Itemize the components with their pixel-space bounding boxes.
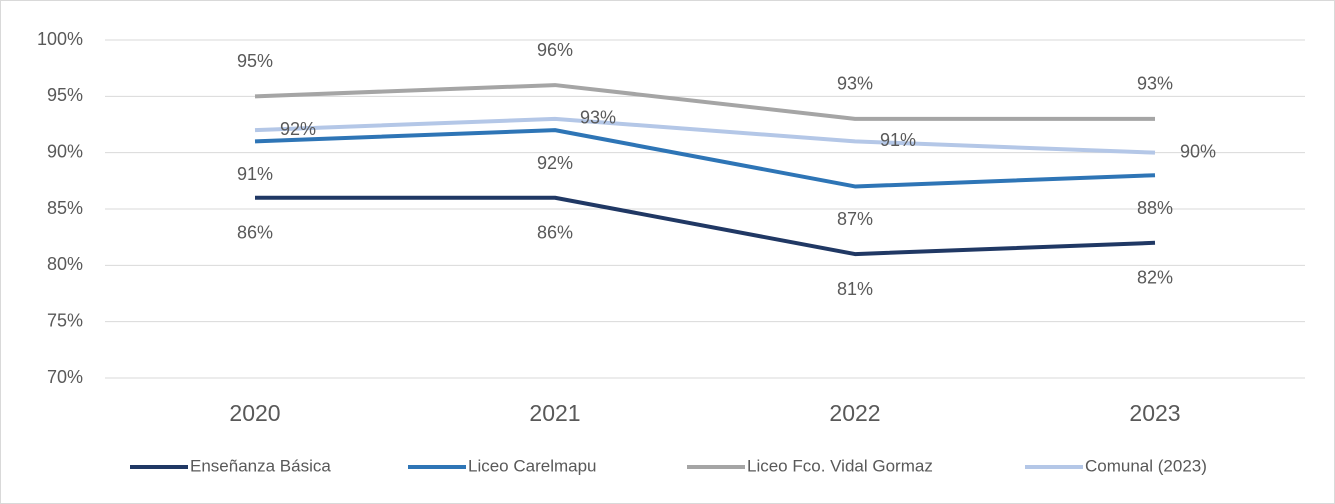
y-tick-label: 95% bbox=[47, 85, 83, 105]
y-tick-label: 85% bbox=[47, 198, 83, 218]
data-label: 81% bbox=[837, 279, 873, 299]
x-tick-label: 2022 bbox=[829, 400, 880, 426]
data-label: 93% bbox=[580, 108, 616, 128]
data-label: 92% bbox=[537, 153, 573, 173]
data-label: 90% bbox=[1180, 141, 1216, 161]
data-label: 87% bbox=[837, 209, 873, 229]
y-tick-label: 100% bbox=[37, 29, 83, 49]
series-line bbox=[254, 83, 1155, 121]
data-label: 86% bbox=[237, 222, 273, 242]
data-label: 86% bbox=[537, 222, 573, 242]
series-line bbox=[254, 128, 1156, 189]
data-label: 91% bbox=[237, 164, 273, 184]
x-tick-label: 2021 bbox=[529, 400, 580, 426]
data-label: 88% bbox=[1137, 198, 1173, 218]
data-label: 96% bbox=[537, 40, 573, 60]
data-label: 95% bbox=[237, 51, 273, 71]
data-label: 82% bbox=[1137, 268, 1173, 288]
data-label: 92% bbox=[280, 119, 316, 139]
legend-label: Comunal (2023) bbox=[1085, 456, 1207, 475]
data-label: 93% bbox=[1137, 74, 1173, 94]
legend-label: Liceo Fco. Vidal Gormaz bbox=[747, 456, 933, 475]
legend-label: Enseñanza Básica bbox=[190, 456, 331, 475]
x-tick-label: 2020 bbox=[229, 400, 280, 426]
y-tick-label: 80% bbox=[47, 254, 83, 274]
series-line bbox=[254, 116, 1156, 155]
y-tick-label: 90% bbox=[47, 141, 83, 161]
data-label: 91% bbox=[880, 130, 916, 150]
data-label: 93% bbox=[837, 74, 873, 94]
legend-label: Liceo Carelmapu bbox=[468, 456, 597, 475]
x-tick-label: 2023 bbox=[1129, 400, 1180, 426]
y-tick-label: 70% bbox=[47, 367, 83, 387]
series-line bbox=[255, 195, 1156, 257]
y-tick-label: 75% bbox=[47, 310, 83, 330]
